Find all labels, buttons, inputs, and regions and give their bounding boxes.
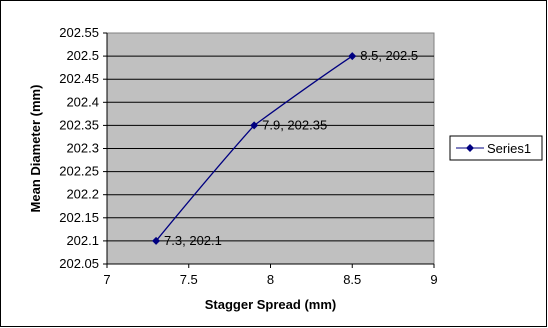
y-tick-label: 202.4 [66,94,99,109]
y-axis-ticks: 202.05 202.1 202.15 202.2 202.25 202.3 202.35 2… [59,25,108,271]
data-point-diamond [250,121,259,130]
data-point-diamond [348,52,357,61]
x-axis-ticks: 7 7.5 8 8.5 9 [103,263,438,287]
data-point-diamond [152,236,161,245]
data-label: 7.9, 202.35 [262,117,327,132]
y-axis-title: Mean Diameter (mm) [28,85,43,213]
gridlines [107,55,434,242]
y-tick-label: 202.05 [59,256,99,271]
legend-series-name: Series1 [487,141,531,156]
y-tick-label: 202.3 [66,141,99,156]
legend: Series1 [449,135,543,161]
y-tick-label: 202.1 [66,233,99,248]
data-label: 7.3, 202.1 [164,233,222,248]
y-tick-label: 202.35 [59,117,99,132]
y-tick-label: 202.2 [66,187,99,202]
y-tick-label: 202.15 [59,210,99,225]
x-tick-label: 8.5 [343,272,361,287]
x-tick-label: 8 [267,272,274,287]
y-tick-label: 202.45 [59,71,99,86]
y-tick-label: 202.55 [59,25,99,40]
x-axis-title: Stagger Spread (mm) [205,297,336,312]
x-tick-label: 7 [103,272,110,287]
data-label: 8.5, 202.5 [360,48,418,63]
x-tick-label: 9 [430,272,437,287]
legend-diamond-marker [466,144,474,152]
series-layer: 7.3, 202.1 7.9, 202.35 8.5, 202.5 [152,48,418,248]
x-tick-label: 7.5 [180,272,198,287]
y-tick-label: 202.25 [59,164,99,179]
y-tick-label: 202.5 [66,48,99,63]
